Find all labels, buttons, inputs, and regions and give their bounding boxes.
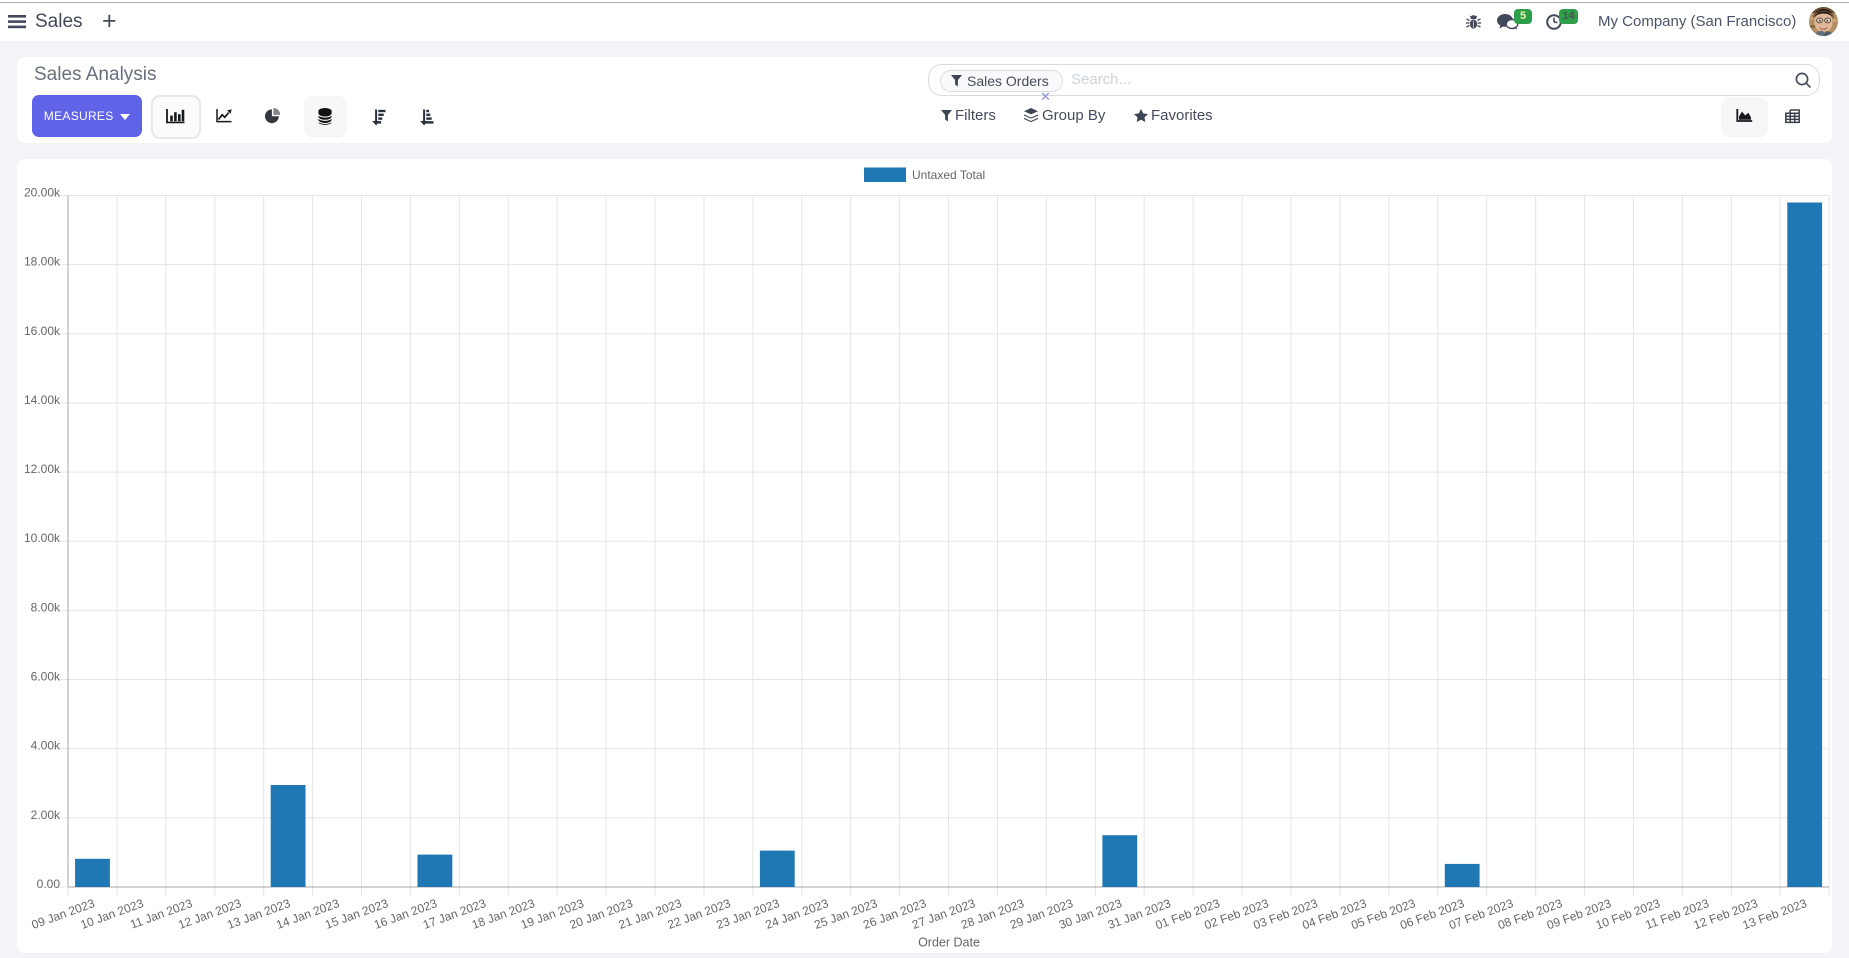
svg-text:4.00k: 4.00k [31, 739, 61, 753]
svg-text:14.00k: 14.00k [24, 393, 61, 407]
svg-text:12.00k: 12.00k [24, 462, 61, 476]
svg-text:0.00: 0.00 [37, 877, 61, 891]
svg-text:8.00k: 8.00k [31, 600, 61, 614]
svg-text:Untaxed Total: Untaxed Total [912, 168, 985, 182]
svg-text:10.00k: 10.00k [24, 531, 61, 545]
svg-text:16.00k: 16.00k [24, 324, 61, 338]
svg-text:6.00k: 6.00k [31, 670, 61, 684]
svg-text:Order Date: Order Date [918, 936, 980, 950]
svg-text:20.00k: 20.00k [24, 186, 61, 200]
svg-text:2.00k: 2.00k [31, 808, 61, 822]
svg-text:18.00k: 18.00k [24, 255, 61, 269]
